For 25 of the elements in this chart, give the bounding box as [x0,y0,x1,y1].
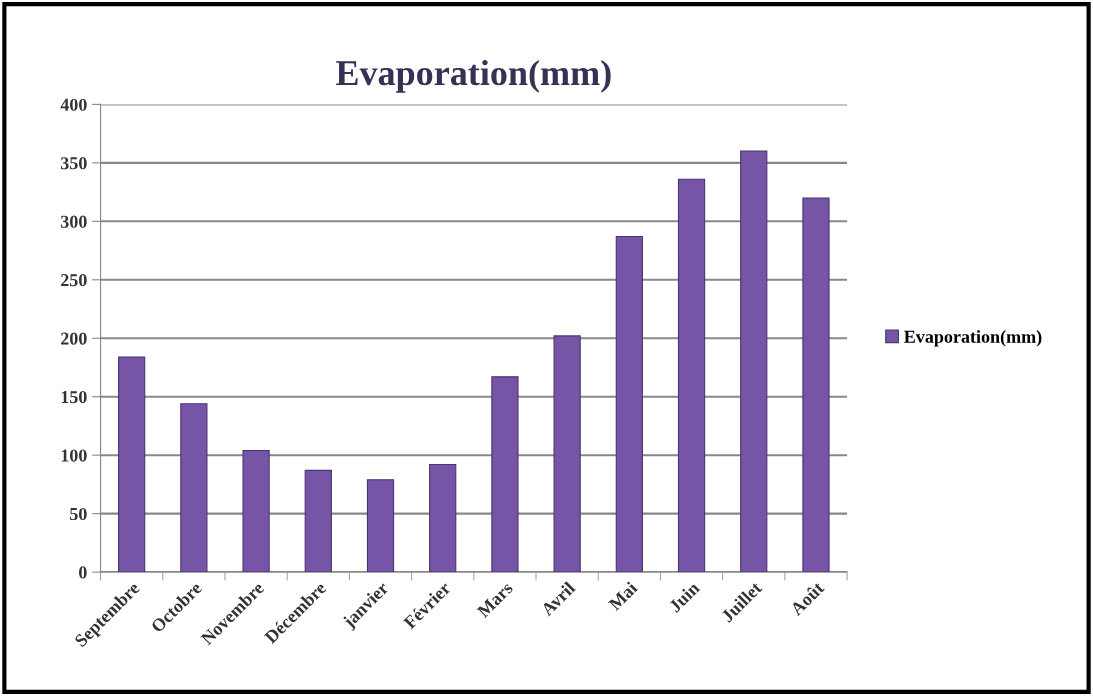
bar [740,150,768,573]
bar [553,335,581,573]
chart-title: Evaporation(mm) [336,59,611,93]
y-tick-label: 350 [60,157,87,170]
bar [118,356,146,573]
x-tick-label: Juin [667,580,701,614]
bar [491,376,519,573]
y-tick-label: 50 [70,507,87,521]
bar [429,463,457,573]
y-tick-label: 100 [61,449,87,462]
y-tick-label: 150 [61,390,87,404]
y-tick-label: 250 [61,274,87,287]
bar [615,235,643,573]
y-tick-label: 400 [60,98,87,111]
y-tick-label: 300 [60,215,87,228]
bar [180,403,208,573]
bar [677,178,706,573]
y-tick-label: 0 [79,566,87,579]
x-tick-label: Mai [607,580,639,612]
bar [304,469,332,573]
legend-label: Evaporation(mm) [904,330,1042,347]
bar [242,449,270,573]
bar [802,197,830,573]
bar [366,479,395,573]
y-tick-label: 200 [61,332,87,345]
